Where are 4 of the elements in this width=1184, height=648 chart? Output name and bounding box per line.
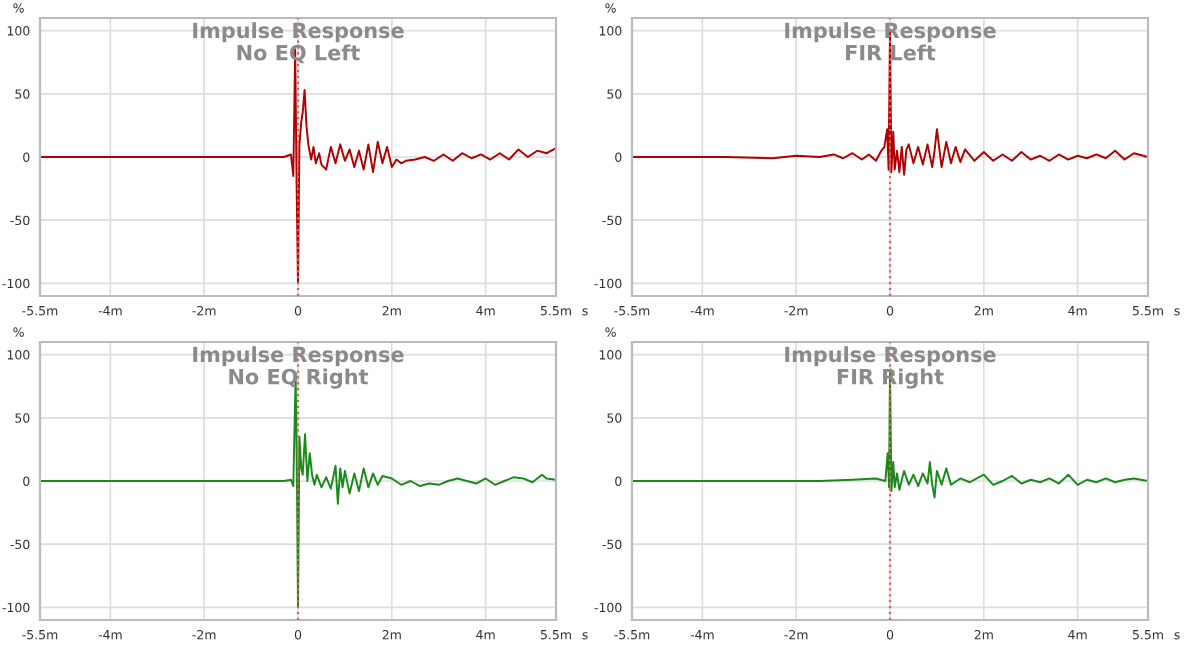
chart-title: Impulse Response	[785, 346, 996, 367]
chart-title: Impulse Response	[193, 22, 404, 43]
chart-title: Impulse Response	[193, 346, 404, 367]
text: FIR Left	[846, 44, 936, 61]
